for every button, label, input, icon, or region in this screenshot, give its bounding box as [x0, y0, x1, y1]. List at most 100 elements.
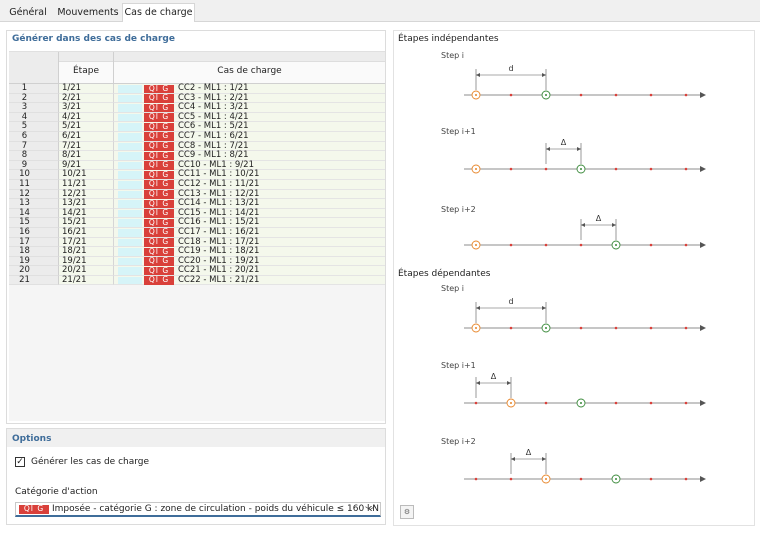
table-row[interactable]: 6 6/21 QI G CC7 - ML1 : 6/21	[9, 131, 385, 142]
row-cas-de-charge[interactable]: QI G CC4 - ML1 : 3/21	[114, 103, 385, 113]
row-cas-de-charge[interactable]: QI G CC18 - ML1 : 17/21	[114, 237, 385, 248]
row-etape[interactable]: 14/21	[59, 208, 114, 219]
row-etape[interactable]: 13/21	[59, 199, 114, 209]
load-case-name: CC14 - ML1 : 13/21	[178, 198, 260, 209]
row-cas-de-charge[interactable]: QI G CC2 - ML1 : 1/21	[114, 83, 385, 94]
dimension-arrow	[542, 73, 546, 77]
tab-cas-de-charge[interactable]: Cas de charge	[122, 3, 195, 23]
row-etape[interactable]: 15/21	[59, 218, 114, 228]
table-row[interactable]: 11 11/21 QI G CC12 - ML1 : 11/21	[9, 179, 385, 190]
diagram-settings-icon[interactable]: ⚙	[400, 505, 414, 519]
table-row[interactable]: 13 13/21 QI G CC14 - ML1 : 13/21	[9, 199, 385, 209]
row-etape[interactable]: 10/21	[59, 170, 114, 180]
row-cas-de-charge[interactable]: QI G CC8 - ML1 : 7/21	[114, 141, 385, 152]
load-case-color-swatch	[118, 248, 142, 256]
axis-arrow	[700, 476, 706, 482]
row-etape[interactable]: 1/21	[59, 83, 114, 94]
row-cas-de-charge[interactable]: QI G CC7 - ML1 : 6/21	[114, 131, 385, 142]
table-row[interactable]: 18 18/21 QI G CC19 - ML1 : 18/21	[9, 246, 385, 257]
table-row[interactable]: 5 5/21 QI G CC6 - ML1 : 5/21	[9, 122, 385, 132]
row-cas-de-charge[interactable]: QI G CC6 - ML1 : 5/21	[114, 122, 385, 132]
row-etape[interactable]: 2/21	[59, 93, 114, 104]
table-row[interactable]: 2 2/21 QI G CC3 - ML1 : 2/21	[9, 93, 385, 104]
row-etape[interactable]: 17/21	[59, 237, 114, 248]
header-cas-label: Cas de charge	[217, 66, 282, 76]
chevron-down-icon: ﹀	[365, 507, 375, 518]
dimension-label: Δ	[596, 214, 602, 223]
dimension-arrow	[476, 306, 480, 310]
row-number: 3	[9, 103, 59, 113]
row-cas-de-charge[interactable]: QI G CC22 - ML1 : 21/21	[114, 275, 385, 286]
row-etape[interactable]: 3/21	[59, 103, 114, 113]
ind-step-i2-diagram: Δ	[464, 214, 706, 250]
row-etape[interactable]: 11/21	[59, 179, 114, 190]
table-row[interactable]: 3 3/21 QI G CC4 - ML1 : 3/21	[9, 103, 385, 113]
end-marker-dot	[615, 478, 617, 480]
end-marker-dot	[615, 244, 617, 246]
row-etape[interactable]: 12/21	[59, 189, 114, 200]
load-case-badge: QI G	[144, 141, 174, 151]
row-etape[interactable]: 21/21	[59, 275, 114, 286]
row-cas-de-charge[interactable]: QI G CC16 - ML1 : 15/21	[114, 218, 385, 228]
generate-load-cases-label[interactable]: Générer les cas de charge	[31, 457, 150, 467]
table-row[interactable]: 10 10/21 QI G CC11 - ML1 : 10/21	[9, 170, 385, 180]
table-row[interactable]: 20 20/21 QI G CC21 - ML1 : 20/21	[9, 266, 385, 276]
table-row[interactable]: 19 19/21 QI G CC20 - ML1 : 19/21	[9, 256, 385, 267]
row-etape[interactable]: 9/21	[59, 160, 114, 171]
row-etape[interactable]: 19/21	[59, 256, 114, 267]
row-cas-de-charge[interactable]: QI G CC10 - ML1 : 9/21	[114, 160, 385, 171]
table-row[interactable]: 15 15/21 QI G CC16 - ML1 : 15/21	[9, 218, 385, 228]
generate-load-cases-checkbox[interactable]: ✓	[15, 457, 25, 467]
row-cas-de-charge[interactable]: QI G CC17 - ML1 : 16/21	[114, 227, 385, 238]
row-cas-de-charge[interactable]: QI G CC21 - ML1 : 20/21	[114, 266, 385, 276]
load-case-badge: QI G	[144, 218, 174, 228]
table-row[interactable]: 16 16/21 QI G CC17 - ML1 : 16/21	[9, 227, 385, 238]
row-number: 14	[9, 208, 59, 219]
load-case-name: CC16 - ML1 : 15/21	[178, 217, 260, 228]
row-etape[interactable]: 6/21	[59, 131, 114, 142]
row-etape[interactable]: 5/21	[59, 122, 114, 132]
row-cas-de-charge[interactable]: QI G CC20 - ML1 : 19/21	[114, 256, 385, 267]
tab-mouvements[interactable]: Mouvements	[57, 7, 119, 18]
header-etape[interactable]: Étape	[59, 52, 114, 84]
row-cas-de-charge[interactable]: QI G CC5 - ML1 : 4/21	[114, 112, 385, 123]
table-row[interactable]: 9 9/21 QI G CC10 - ML1 : 9/21	[9, 160, 385, 171]
tab-general[interactable]: Général	[9, 7, 47, 18]
row-etape[interactable]: 20/21	[59, 266, 114, 276]
row-etape[interactable]: 7/21	[59, 141, 114, 152]
row-cas-de-charge[interactable]: QI G CC13 - ML1 : 12/21	[114, 189, 385, 200]
table-row[interactable]: 12 12/21 QI G CC13 - ML1 : 12/21	[9, 189, 385, 200]
load-case-color-swatch	[118, 238, 142, 247]
row-cas-de-charge[interactable]: QI G CC15 - ML1 : 14/21	[114, 208, 385, 219]
load-case-color-swatch	[118, 94, 142, 103]
table-row[interactable]: 21 21/21 QI G CC22 - ML1 : 21/21	[9, 275, 385, 286]
row-cas-de-charge[interactable]: QI G CC12 - ML1 : 11/21	[114, 179, 385, 190]
row-cas-de-charge[interactable]: QI G CC9 - ML1 : 8/21	[114, 151, 385, 161]
action-category-select[interactable]: QI G Imposée - catégorie G : zone de cir…	[15, 502, 381, 518]
header-cas-de-charge[interactable]: Cas de charge	[114, 52, 385, 84]
row-etape[interactable]: 18/21	[59, 246, 114, 257]
axis-tick	[544, 401, 548, 405]
row-cas-de-charge[interactable]: QI G CC19 - ML1 : 18/21	[114, 246, 385, 257]
table-row[interactable]: 14 14/21 QI G CC15 - ML1 : 14/21	[9, 208, 385, 219]
row-etape[interactable]: 8/21	[59, 151, 114, 161]
table-row[interactable]: 17 17/21 QI G CC18 - ML1 : 17/21	[9, 237, 385, 248]
row-cas-de-charge[interactable]: QI G CC3 - ML1 : 2/21	[114, 93, 385, 104]
load-case-badge: QI G	[144, 151, 174, 161]
row-number: 9	[9, 160, 59, 171]
table-row[interactable]: 1 1/21 QI G CC2 - ML1 : 1/21	[9, 83, 385, 94]
table-row[interactable]: 4 4/21 QI G CC5 - ML1 : 4/21	[9, 112, 385, 123]
axis-tick	[684, 401, 688, 405]
axis-tick	[474, 401, 478, 405]
row-etape[interactable]: 4/21	[59, 112, 114, 123]
table-row[interactable]: 7 7/21 QI G CC8 - ML1 : 7/21	[9, 141, 385, 152]
dimension-label: Δ	[491, 372, 497, 381]
row-etape[interactable]: 16/21	[59, 227, 114, 238]
axis-tick	[579, 243, 583, 247]
axis-tick	[579, 326, 583, 330]
row-cas-de-charge[interactable]: QI G CC14 - ML1 : 13/21	[114, 199, 385, 209]
table-row[interactable]: 8 8/21 QI G CC9 - ML1 : 8/21	[9, 151, 385, 161]
load-case-name: CC9 - ML1 : 8/21	[178, 150, 249, 161]
dep-step-i-label: Step i	[441, 284, 464, 293]
row-cas-de-charge[interactable]: QI G CC11 - ML1 : 10/21	[114, 170, 385, 180]
